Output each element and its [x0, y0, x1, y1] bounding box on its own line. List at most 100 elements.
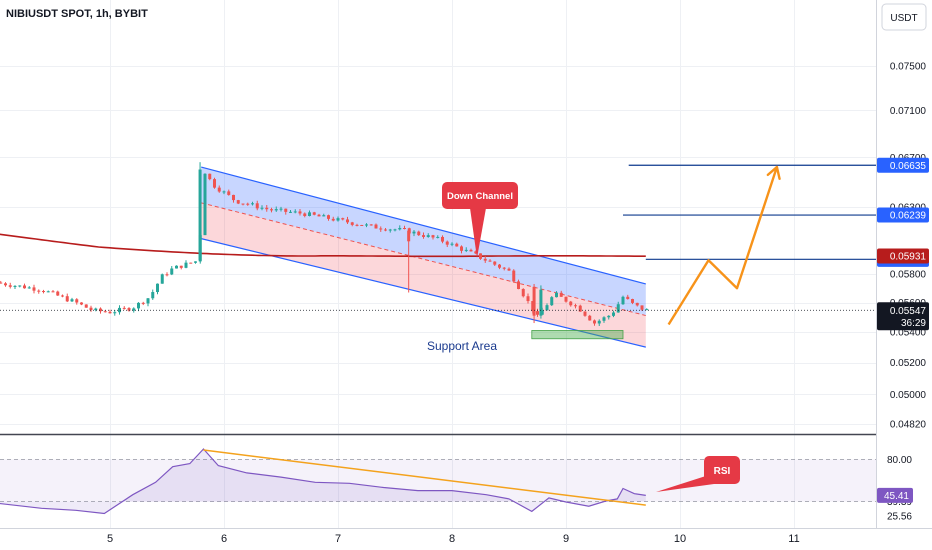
candle-body: [450, 243, 454, 245]
candle-body: [103, 311, 107, 313]
candle-body: [23, 285, 26, 289]
candle-body: [160, 274, 164, 284]
candle-body: [84, 304, 88, 308]
candles: [0, 162, 649, 327]
rsi-callout-label: RSI: [714, 466, 731, 477]
candle-body: [156, 283, 159, 293]
price-tick-label: 0.05400: [890, 327, 927, 338]
candle-body: [507, 268, 511, 271]
candle-body: [360, 224, 364, 226]
candle-body: [46, 291, 50, 293]
last-price-tag: [877, 302, 929, 331]
candle-body: [322, 215, 326, 217]
candle-body: [341, 218, 345, 220]
candle-body: [545, 305, 549, 311]
rsi-trendline[interactable]: [203, 449, 646, 506]
candle-body: [374, 224, 378, 229]
candle-body: [526, 296, 530, 302]
time-tick-label: 8: [449, 533, 455, 545]
candle-body: [165, 274, 169, 276]
candle-body: [99, 308, 102, 312]
candle-body: [336, 218, 340, 221]
candle-body: [417, 231, 421, 236]
candle-body: [70, 299, 74, 302]
channel-lower-line[interactable]: [201, 238, 646, 348]
candle-body: [51, 291, 55, 293]
candle-body: [13, 285, 17, 287]
rsi-line: [0, 448, 646, 515]
candle-body: [550, 297, 554, 306]
candle-body: [350, 222, 354, 225]
level-price-label: 0.06635: [890, 161, 927, 172]
candle-body: [612, 312, 615, 316]
candle-body: [65, 296, 69, 302]
candle-body: [151, 292, 155, 299]
candle-body: [75, 299, 79, 303]
candle-body: [122, 307, 126, 309]
candle-body: [175, 265, 178, 269]
last-price-label: 0.05547: [890, 306, 927, 317]
candle-body: [279, 208, 283, 210]
bar-countdown-label: 36:29: [901, 318, 926, 329]
candle-body: [539, 289, 543, 316]
currency-badge[interactable]: [881, 3, 927, 31]
down-channel-callout[interactable]: Down Channel: [442, 182, 518, 258]
level-lines: [623, 164, 876, 260]
candle-body: [241, 203, 245, 205]
time-tick-label: 7: [335, 533, 341, 545]
candle-body: [445, 241, 449, 245]
candle-body: [426, 235, 430, 237]
candle-body: [479, 253, 482, 259]
candle-body: [42, 291, 45, 293]
candle-body: [407, 230, 411, 242]
candle-body: [227, 191, 231, 195]
support-area-box[interactable]: [531, 330, 624, 340]
time-tick-label: 9: [563, 533, 569, 545]
candle-body: [536, 311, 539, 315]
time-tick-label: 10: [674, 533, 686, 545]
candle-body: [431, 235, 435, 238]
candle-body: [179, 265, 183, 268]
candle-body: [265, 207, 269, 210]
candle-body: [222, 191, 226, 193]
projection-arrowhead: [766, 165, 779, 177]
candle-body: [588, 315, 592, 321]
candle-body: [517, 281, 520, 290]
symbol-title[interactable]: NIBIUSDT SPOT, 1h, BYBIT: [6, 8, 148, 20]
price-tick-label: 0.07500: [890, 62, 927, 73]
projection-arrow[interactable]: [667, 165, 781, 326]
candle-body: [18, 285, 22, 287]
candle-body: [137, 302, 140, 309]
price-axis[interactable]: 0.075000.071000.067000.063000.058000.056…: [877, 62, 929, 431]
rsi-callout[interactable]: RSI: [656, 456, 740, 492]
rsi-tick-label: 25.56: [887, 512, 912, 523]
projection-arrowhead: [775, 165, 781, 180]
candle-body: [403, 228, 406, 230]
candle-body: [564, 296, 568, 302]
candle-body: [113, 312, 117, 314]
candle-body: [89, 307, 93, 311]
support-area-label: Support Area: [427, 339, 497, 353]
candle-body: [635, 302, 639, 306]
price-grid: [0, 0, 876, 528]
time-tick-label: 6: [221, 533, 227, 545]
candle-body: [0, 282, 3, 284]
candle-body: [274, 209, 278, 211]
time-axis[interactable]: 5 6 7 8 9 10 11: [107, 533, 800, 545]
level-price-tag: [877, 207, 929, 223]
candle-body: [246, 203, 250, 205]
candle-body: [317, 214, 321, 217]
candle-body: [616, 304, 620, 313]
candle-body: [213, 179, 216, 188]
candle-body: [208, 173, 212, 180]
price-tick-label: 0.04820: [890, 420, 927, 431]
rsi-tick-label: 80.00: [887, 455, 912, 466]
channel-upper-line[interactable]: [201, 166, 646, 285]
candle-body: [493, 261, 497, 265]
candle-body: [4, 283, 7, 286]
candle-body: [80, 302, 83, 305]
candle-body: [393, 229, 397, 231]
candle-body: [583, 311, 587, 316]
